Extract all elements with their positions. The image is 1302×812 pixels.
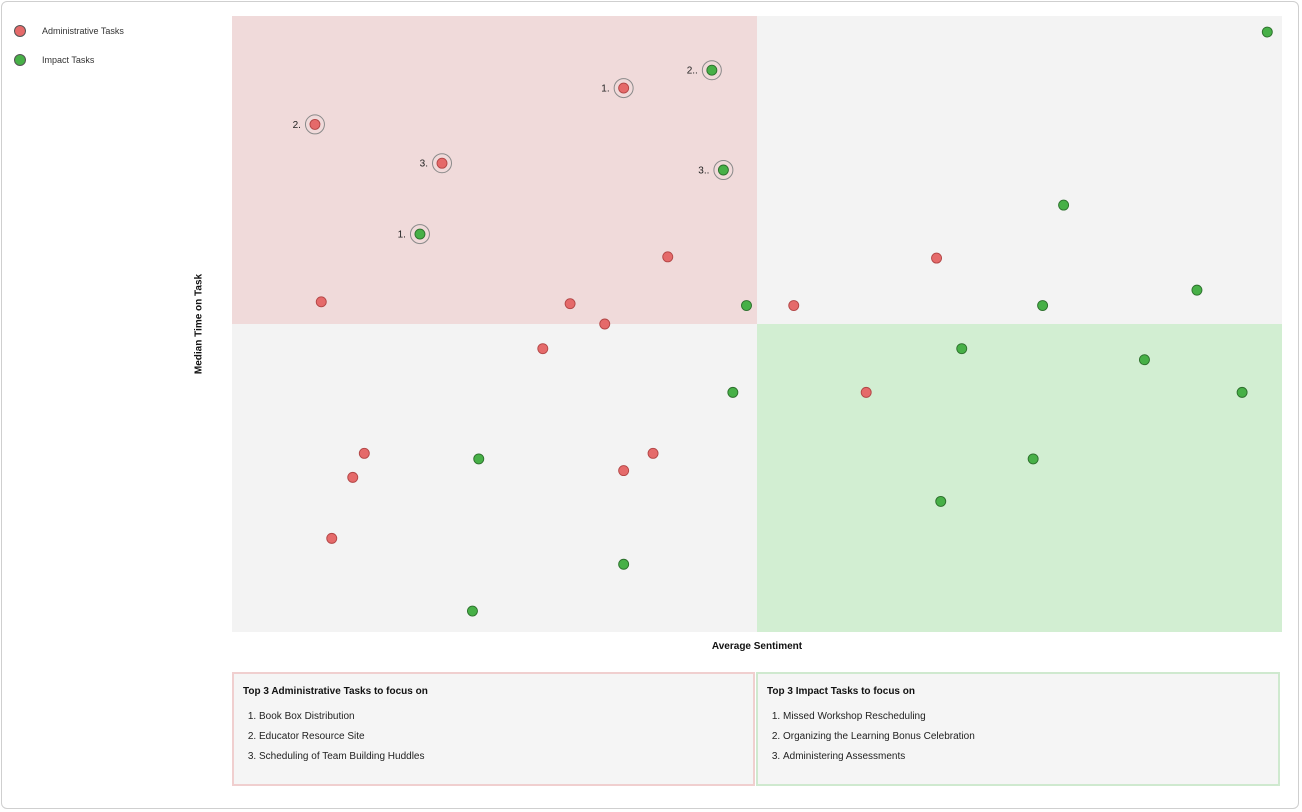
admin-rank-label: 3. (420, 159, 428, 170)
admin-task-point (618, 82, 630, 94)
impact-task-point (618, 558, 630, 570)
admin-task-point (860, 386, 872, 398)
admin-highlight-ring (304, 114, 325, 135)
impact-rank-label: 2.. (687, 66, 698, 77)
admin-task-point (647, 447, 659, 459)
list-item: Missed Workshop Rescheduling (783, 707, 1269, 727)
list-item: Educator Resource Site (259, 727, 744, 747)
legend-label-impact: Impact Tasks (42, 55, 95, 65)
admin-rank-label: 1. (601, 84, 609, 95)
admin-focus-panel: Top 3 Administrative Tasks to focus on B… (232, 672, 755, 786)
quadrant-bottom-left (232, 324, 757, 632)
legend-item-admin[interactable]: Administrative Tasks (14, 22, 124, 40)
admin-highlight-ring (613, 78, 634, 99)
impact-highlight-ring (713, 160, 734, 180)
impact-task-point (414, 228, 426, 240)
highlight-rings (304, 60, 734, 245)
impact-task-point (1191, 284, 1203, 296)
admin-task-point (347, 471, 359, 483)
impact-rank-label: 1. (398, 230, 406, 241)
impact-task-point (1058, 199, 1070, 211)
impact-task-point (741, 300, 752, 311)
list-item: Organizing the Learning Bonus Celebratio… (783, 727, 1269, 747)
admin-rank-label: 2. (293, 120, 301, 131)
admin-dot-icon (14, 25, 26, 37)
impact-panel-title: Top 3 Impact Tasks to focus on (767, 686, 915, 697)
admin-task-list: Book Box Distribution Educator Resource … (243, 707, 744, 767)
list-item: Administering Assessments (783, 747, 1269, 767)
admin-panel-title: Top 3 Administrative Tasks to focus on (243, 686, 428, 697)
admin-task-point (309, 118, 321, 130)
admin-task-point (315, 296, 327, 308)
impact-task-point (473, 453, 485, 465)
impact-task-list: Missed Workshop Rescheduling Organizing … (767, 707, 1269, 767)
list-item: Scheduling of Team Building Huddles (259, 747, 744, 767)
impact-task-point (956, 343, 968, 355)
impact-dot-icon (14, 54, 26, 66)
data-points (309, 26, 1273, 617)
x-axis-label: Average Sentiment (711, 641, 803, 652)
quadrant-top-left (232, 16, 757, 324)
admin-task-point (537, 343, 549, 355)
impact-rank-label: 3.. (698, 166, 709, 177)
legend-item-impact[interactable]: Impact Tasks (14, 51, 124, 69)
impact-focus-panel: Top 3 Impact Tasks to focus on Missed Wo… (756, 672, 1280, 786)
list-item: Book Box Distribution (259, 707, 744, 727)
admin-task-point (618, 465, 630, 477)
impact-task-point (1261, 26, 1273, 38)
admin-task-point (788, 300, 800, 311)
y-axis-label: Median Time on Task (193, 273, 205, 375)
rank-labels: 1. 2. 3. 1. 2.. 3.. (293, 66, 710, 241)
impact-task-point (706, 64, 718, 76)
admin-task-point (599, 318, 611, 330)
impact-task-point (727, 386, 739, 398)
quadrant-bottom-right (757, 324, 1282, 632)
admin-task-point (358, 447, 370, 459)
impact-highlight-ring (701, 60, 722, 81)
impact-task-point (1139, 354, 1150, 366)
scatter-plot: 1. 2. 3. 1. 2.. 3.. (232, 16, 1282, 632)
impact-task-point (466, 605, 478, 617)
admin-task-point (436, 157, 448, 169)
admin-highlight-ring (432, 153, 452, 174)
impact-task-point (1236, 386, 1248, 398)
admin-task-point (662, 251, 674, 263)
admin-task-point (931, 252, 942, 264)
admin-task-point (326, 532, 338, 544)
quadrant-top-right (757, 16, 1282, 324)
impact-task-point (1037, 300, 1049, 311)
admin-task-point (564, 298, 576, 310)
legend-label-admin: Administrative Tasks (42, 26, 124, 36)
quadrant-backgrounds (232, 16, 1282, 632)
impact-task-point (935, 495, 947, 507)
legend: Administrative Tasks Impact Tasks (14, 22, 124, 80)
impact-highlight-ring (409, 224, 430, 245)
impact-task-point (717, 164, 729, 176)
impact-task-point (1027, 453, 1039, 465)
